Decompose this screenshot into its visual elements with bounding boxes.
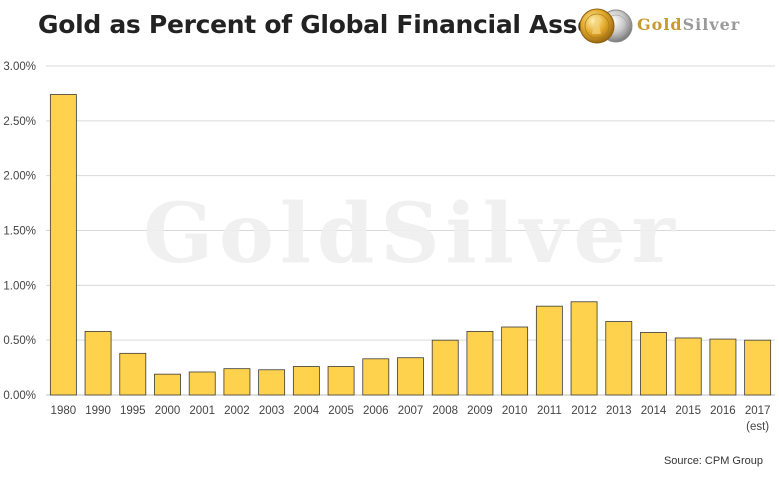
y-tick-label: 2.50% [3, 116, 36, 128]
coins-icon [579, 8, 633, 44]
logo-wordmark: GoldSilver [637, 15, 740, 34]
goldsilver-logo: GoldSilver [577, 6, 767, 46]
y-axis-ticks: 0.00% 0.50% 1.00% 1.50% 2.00% 2.50% 3.00% [3, 61, 36, 402]
logo-gold-text: Gold [637, 15, 683, 34]
x-tick-label: 2014 [641, 405, 667, 417]
y-tick-label: 1.50% [3, 226, 36, 238]
bar-2004 [292, 366, 320, 396]
bars [49, 94, 772, 396]
bar-2005 [327, 366, 355, 396]
bar-2013 [605, 321, 633, 396]
x-tick-label: 2006 [363, 405, 389, 417]
y-tick-label: 2.00% [3, 171, 36, 183]
bar-2014 [640, 332, 667, 396]
bar-2010 [501, 326, 529, 396]
x-tick-label: 2015 [675, 405, 701, 417]
y-tick-label: 0.00% [3, 390, 36, 402]
x-tick-label: 2017 [745, 405, 771, 417]
bar-2006 [362, 358, 390, 396]
x-tick-label: 2008 [432, 405, 458, 417]
x-tick-label: 2004 [294, 405, 320, 417]
x-tick-label: 2000 [155, 405, 181, 417]
x-tick-label: 2007 [398, 405, 424, 417]
bar-2009 [466, 330, 494, 396]
y-tick-label: 3.00% [3, 61, 36, 73]
bar-2012 [570, 301, 598, 396]
x-tick-label: 2005 [328, 405, 354, 417]
x-tick-label: 1990 [85, 405, 111, 417]
x-tick-label: 2009 [467, 405, 493, 417]
x-tick-label: 2013 [606, 405, 632, 417]
x-tick-label: 1980 [51, 405, 77, 417]
x-tick-label: 2012 [571, 405, 597, 417]
x-tick-sublabel: (est) [746, 421, 769, 433]
x-axis-ticks: 1980 1990 1995 2000 2001 2002 2003 2004 2005 2006… [51, 405, 771, 433]
bar-2000 [154, 373, 181, 396]
x-tick-label: 2001 [189, 405, 215, 417]
bar-2001 [188, 371, 216, 396]
x-tick-label: 2016 [710, 405, 736, 417]
x-tick-label: 2011 [537, 405, 562, 417]
logo-silver-text: Silver [682, 15, 741, 34]
bar-2011 [535, 305, 563, 396]
x-tick-label: 2002 [224, 405, 250, 417]
y-tick-label: 1.00% [3, 280, 36, 292]
bar-1995 [119, 352, 147, 396]
bar-2016 [709, 338, 737, 396]
bar-2015 [674, 337, 702, 396]
bar-2002 [223, 368, 251, 396]
chart-title: Gold as Percent of Global Financial Asse… [38, 10, 621, 39]
bar-2008 [431, 339, 459, 396]
bar-2003 [258, 369, 286, 396]
x-tick-label: 2003 [259, 405, 285, 417]
y-tick-label: 0.50% [3, 335, 36, 347]
x-tick-label: 2010 [502, 405, 528, 417]
watermark: GoldSilver [143, 186, 681, 282]
source-note: Source: CPM Group [663, 455, 763, 467]
bar-2017 [744, 339, 772, 396]
bar-1990 [84, 330, 112, 396]
bar-1980 [49, 94, 77, 396]
x-tick-label: 1995 [120, 405, 146, 417]
bar-2007 [397, 357, 424, 396]
